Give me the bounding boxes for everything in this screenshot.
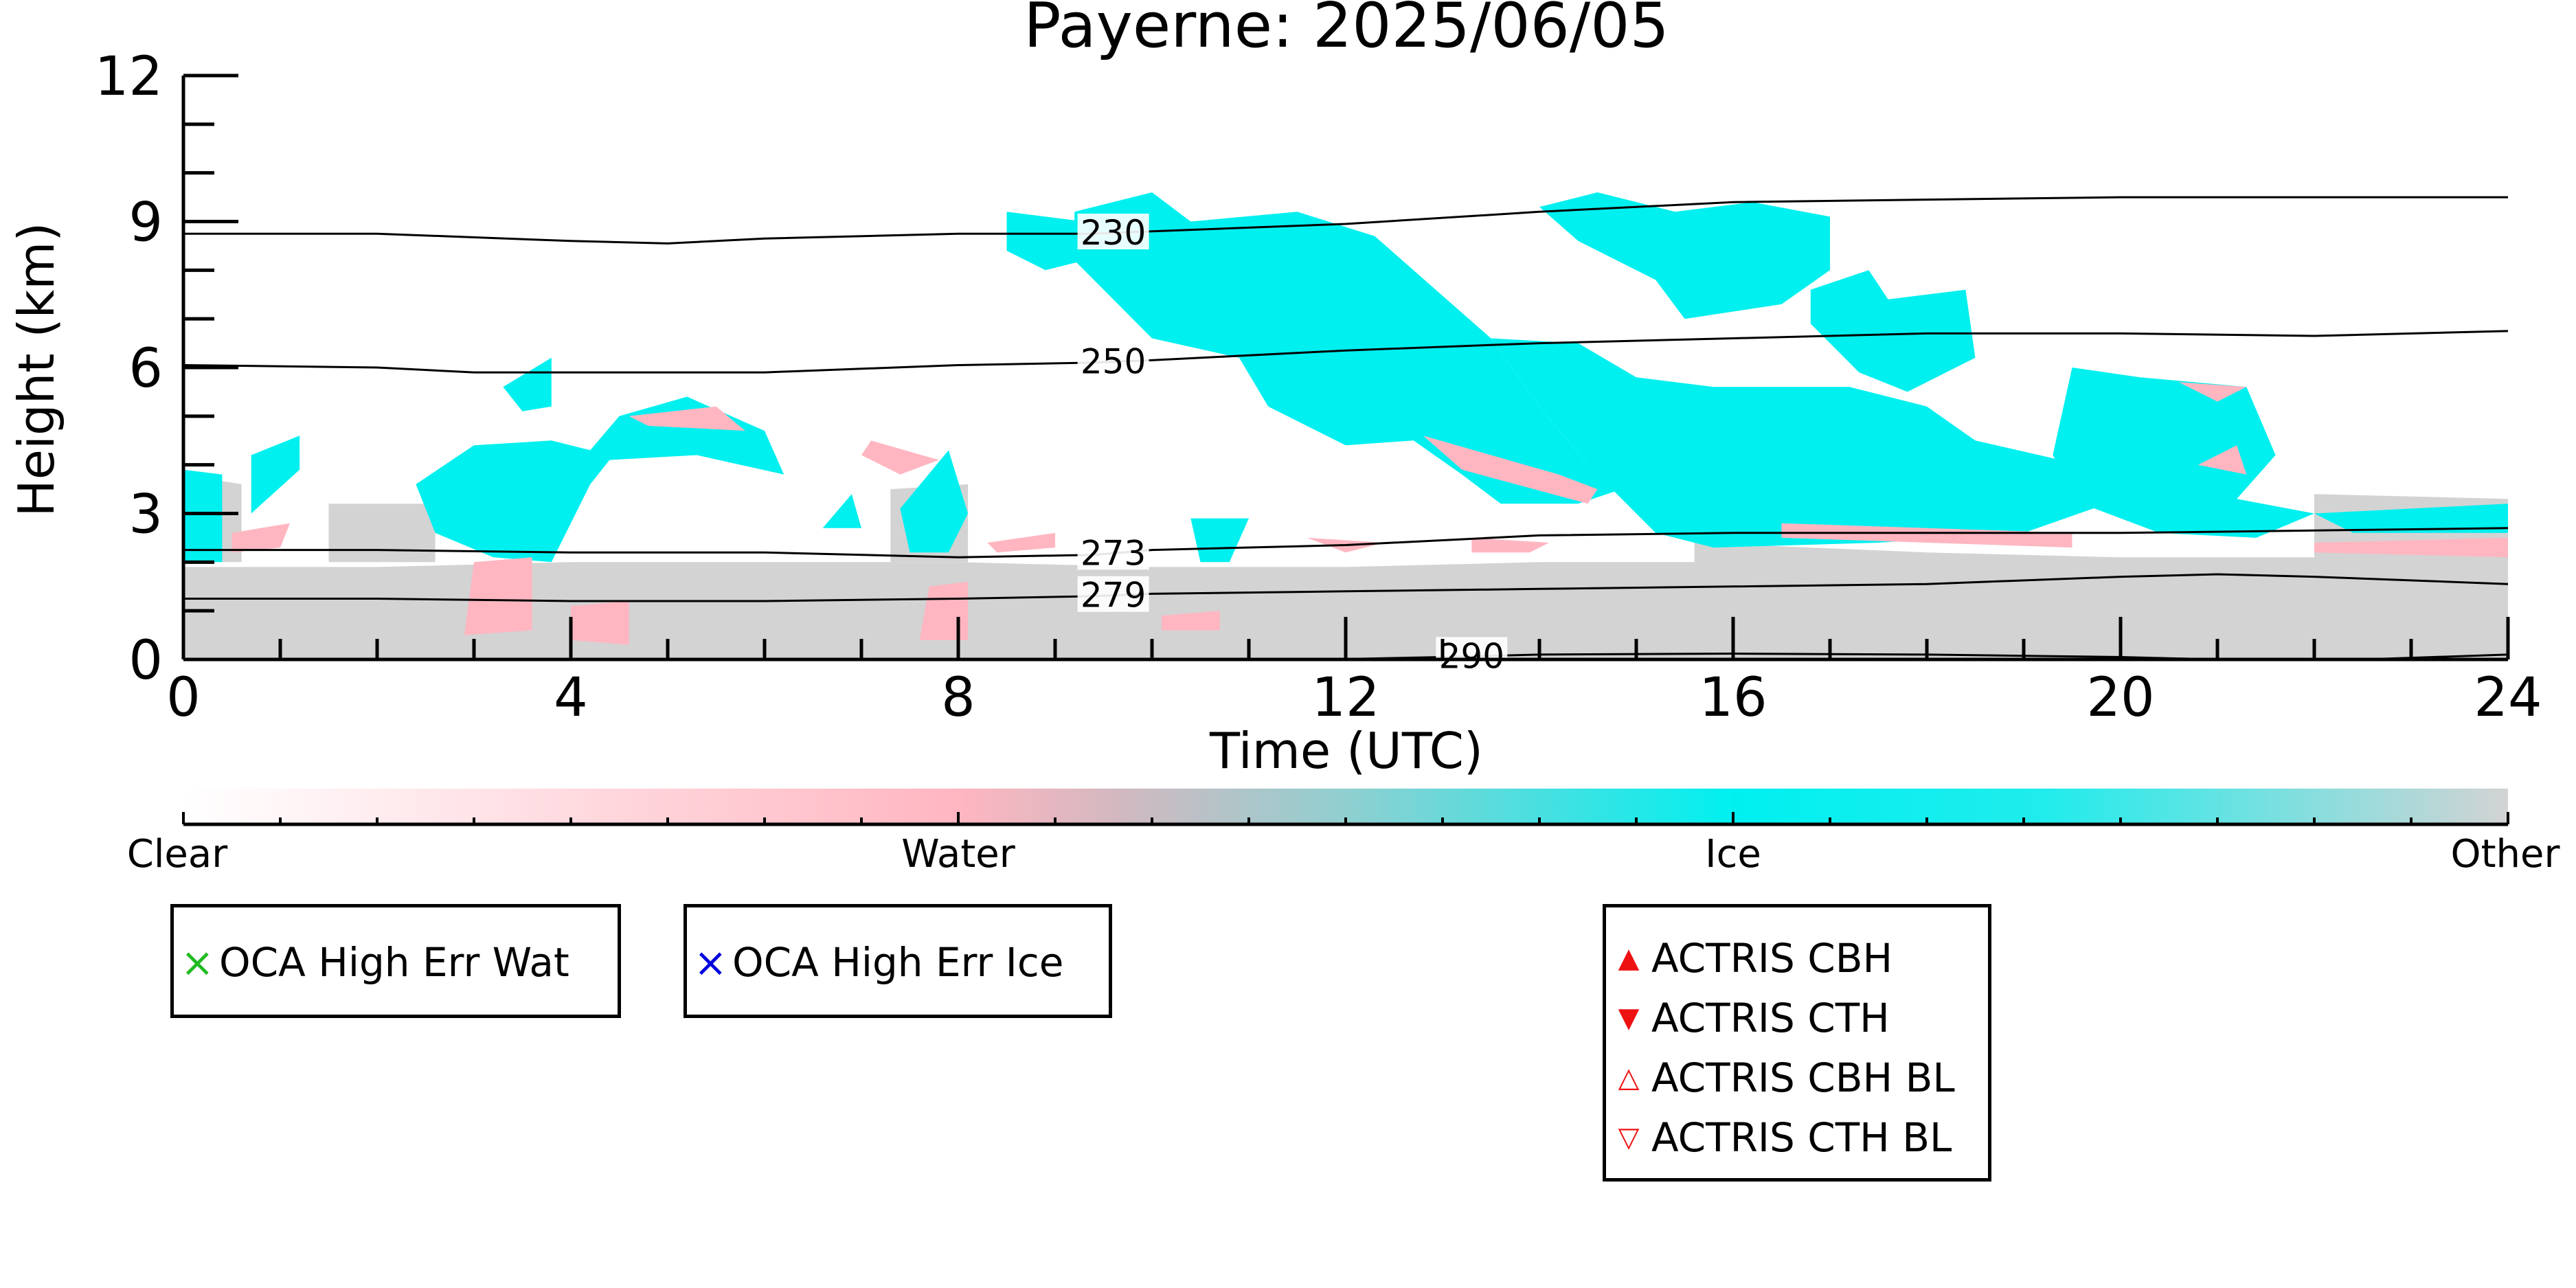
legend-label: ACTRIS CTH <box>1651 995 1890 1041</box>
colorbar-ticks <box>182 812 2509 826</box>
legend-oca-water: × OCA High Err Wat <box>170 904 621 1018</box>
region-ice-7 <box>503 357 552 411</box>
contour-label-bg <box>1436 637 1508 673</box>
x-tick-label: 12 <box>1311 667 1379 729</box>
contour-230 <box>183 196 2508 245</box>
legend-label: ACTRIS CBH <box>1651 935 1893 982</box>
colorbar-label-other: Other <box>2450 832 2560 877</box>
region-ice-11 <box>1006 212 1085 271</box>
contour-250 <box>183 330 2508 374</box>
x-tick-label: 0 <box>166 667 201 729</box>
x-tick-label: 20 <box>2086 667 2154 729</box>
contour-label-250: 250 <box>1081 342 1146 382</box>
colorbar-label-clear: Clear <box>127 832 228 877</box>
cross-marker-icon: × <box>694 939 727 986</box>
contour-label-273: 273 <box>1081 533 1146 573</box>
legend-oca-ice: × OCA High Err Ice <box>683 904 1112 1018</box>
legend-item-actris-cth-bl: ▽ ACTRIS CTH BL <box>1613 1114 1952 1161</box>
region-ice-10 <box>1190 518 1249 563</box>
region-ice-5 <box>251 436 300 514</box>
legend-label: ACTRIS CTH BL <box>1651 1114 1952 1161</box>
colorbar-label-ice: Ice <box>1705 832 1761 877</box>
cloud-classification-regions <box>183 192 2508 659</box>
region-water-30 <box>2197 445 2247 475</box>
region-ice-16 <box>2053 368 2314 538</box>
triangle-up-filled-icon: ▲ <box>1618 942 1640 974</box>
contour-label-230: 230 <box>1081 213 1146 253</box>
region-water-18 <box>629 406 745 431</box>
region-water-27 <box>1423 436 1598 504</box>
legend-label: OCA High Err Ice <box>732 939 1064 986</box>
x-axis-label: Time (UTC) <box>1209 722 1483 780</box>
contour-label-bg <box>1077 214 1149 250</box>
legend-actris: ▲ ACTRIS CBH ▼ ACTRIS CTH △ ACTRIS CBH B… <box>1603 904 1991 1182</box>
region-water-24 <box>987 532 1055 553</box>
region-ice-15 <box>1810 270 1976 392</box>
contour-label-279: 279 <box>1081 576 1146 615</box>
legend-item-actris-cbh-bl: △ ACTRIS CBH BL <box>1613 1054 1955 1101</box>
y-tick-label: 9 <box>128 192 163 254</box>
region-ice-13 <box>1491 338 2121 548</box>
y-tick-label: 6 <box>128 338 163 400</box>
triangle-down-outline-icon: ▽ <box>1618 1122 1640 1153</box>
region-water-31 <box>2314 537 2508 558</box>
region-ice-8 <box>822 494 861 528</box>
legend-item-oca-water: × OCA High Err Wat <box>181 939 569 986</box>
region-water-28 <box>1781 523 2072 548</box>
region-water-21 <box>464 557 532 635</box>
region-water-19 <box>861 440 939 475</box>
contour-279 <box>183 573 2508 602</box>
legend-item-actris-cbh: ▲ ACTRIS CBH <box>1613 935 1893 982</box>
triangle-down-filled-icon: ▼ <box>1618 1002 1640 1034</box>
x-tick-label: 8 <box>941 667 975 729</box>
x-tick-label: 24 <box>2474 667 2542 729</box>
legend-item-actris-cth: ▼ ACTRIS CTH <box>1613 995 1890 1041</box>
region-ice-12 <box>1074 192 1636 504</box>
region-ice-17 <box>2314 504 2508 533</box>
x-tick-label: 4 <box>554 667 588 729</box>
colorbar: Clear Water Ice Other <box>127 789 2560 877</box>
region-ice-14 <box>1539 192 1830 319</box>
region-ice-4 <box>183 469 223 563</box>
contour-label-bg <box>1077 342 1149 379</box>
region-water-23 <box>231 523 291 553</box>
contour-273 <box>183 527 2508 558</box>
contour-label-bg <box>1077 534 1149 570</box>
y-axis-label: Height (km) <box>8 223 65 517</box>
contour-label-290: 290 <box>1439 636 1504 676</box>
x-tick-label: 16 <box>1699 667 1767 729</box>
plot-axes: 0 3 6 9 12 0 4 8 12 16 20 24 <box>95 46 2542 729</box>
y-tick-label: 3 <box>128 484 163 546</box>
legend-label: OCA High Err Wat <box>219 939 569 986</box>
colorbar-label-water: Water <box>901 832 1016 877</box>
chart-title: Payerne: 2025/06/05 <box>1024 0 1669 62</box>
region-water-29 <box>2178 382 2247 402</box>
legend-label: ACTRIS CBH BL <box>1651 1054 1955 1101</box>
region-ice-6 <box>416 396 784 563</box>
region-water-26 <box>1471 537 1550 553</box>
region-water-20 <box>571 601 629 645</box>
region-water-22 <box>919 581 969 640</box>
region-other-2 <box>328 504 436 563</box>
cross-marker-icon: × <box>181 939 214 986</box>
y-tick-label: 0 <box>128 630 163 692</box>
contour-label-bg <box>1077 576 1149 612</box>
triangle-up-outline-icon: △ <box>1618 1062 1640 1094</box>
region-ice-9 <box>900 450 969 553</box>
y-tick-label: 12 <box>95 46 163 108</box>
region-other-0 <box>183 494 2508 659</box>
region-water-32 <box>1162 611 1220 631</box>
legend-item-oca-ice: × OCA High Err Ice <box>694 939 1063 986</box>
